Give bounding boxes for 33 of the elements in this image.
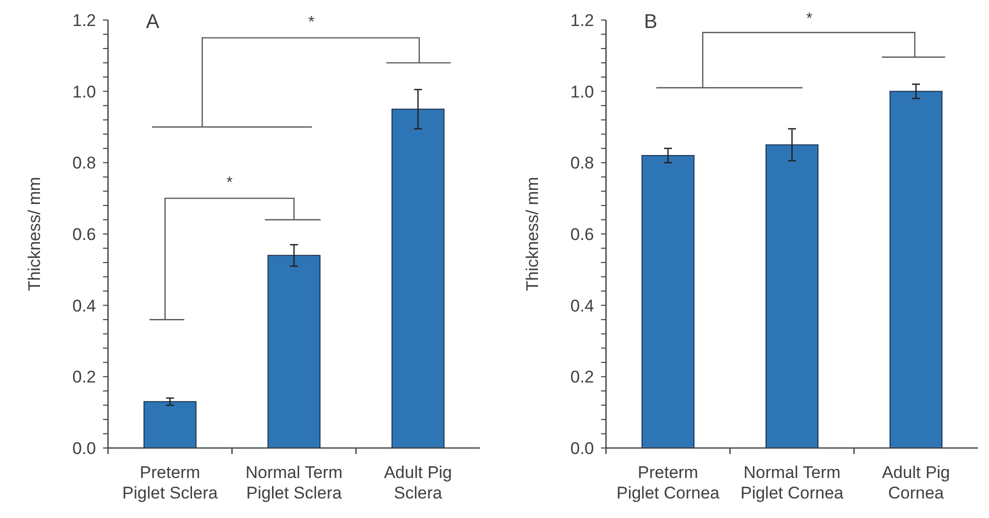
y-tick-label: 0.0 — [72, 438, 96, 458]
x-tick-label: Adult Pig Cornea — [882, 463, 950, 502]
chart-title: B — [644, 11, 658, 33]
x-tick-label: Preterm Piglet Cornea — [616, 463, 720, 502]
y-axis-title: Thickness/ mm — [523, 176, 542, 292]
bar — [268, 254, 320, 448]
annotation: * — [226, 174, 233, 192]
annotation: * — [806, 10, 812, 28]
y-tick-label: 0.4 — [570, 296, 594, 316]
y-tick-label: 1.0 — [72, 82, 96, 102]
y-tick-label: 0.4 — [72, 296, 96, 316]
annotation: * — [308, 14, 314, 32]
y-tick-label: 0.8 — [570, 154, 594, 173]
bar — [144, 401, 196, 448]
bar — [766, 144, 818, 448]
bar — [890, 90, 942, 448]
y-tick-label: 0.6 — [72, 224, 96, 244]
bar — [642, 155, 694, 448]
y-tick-label: 0.6 — [570, 224, 594, 244]
chart-title: A — [146, 11, 160, 33]
x-tick-label: Normal Term Piglet Cornea — [740, 463, 844, 502]
x-tick-label: Adult Pig Sclera — [384, 463, 452, 502]
y-tick-label: 0.2 — [570, 368, 594, 387]
y-tick-label: 1.2 — [570, 10, 594, 30]
y-axis-title: Thickness/ mm — [25, 176, 44, 292]
y-tick-label: 0.2 — [72, 368, 96, 387]
y-tick-label: 1.2 — [72, 10, 96, 30]
x-tick-label: Normal Term Piglet Sclera — [246, 463, 342, 502]
y-tick-label: 0.0 — [570, 438, 594, 458]
y-tick-label: 0.8 — [72, 154, 96, 173]
y-tick-label: 1.0 — [570, 82, 594, 102]
x-tick-label: Preterm Piglet Sclera — [122, 463, 218, 502]
bar — [392, 108, 444, 448]
